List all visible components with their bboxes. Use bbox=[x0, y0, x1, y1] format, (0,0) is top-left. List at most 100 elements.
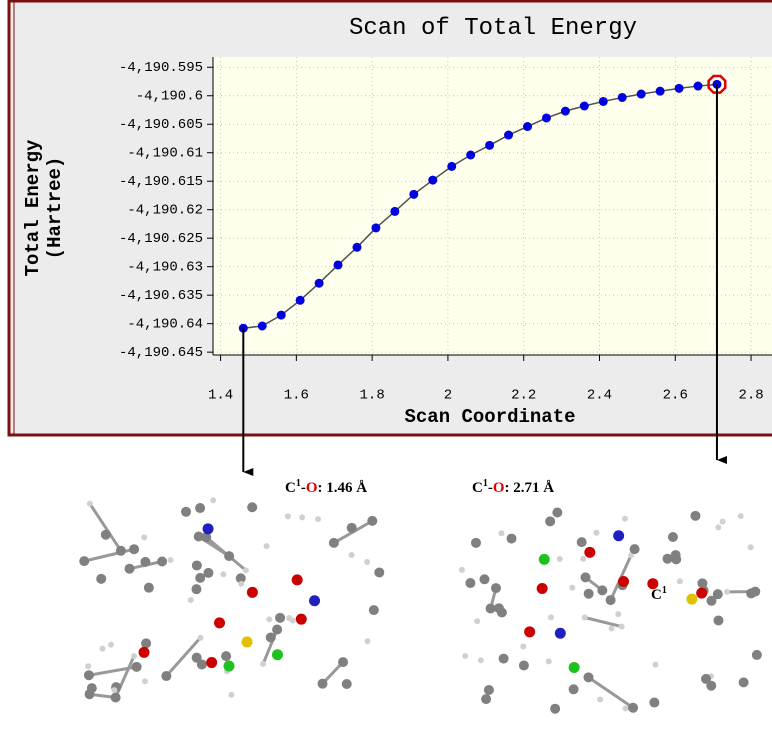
atom bbox=[129, 544, 140, 555]
atom bbox=[141, 638, 152, 649]
chart-title: Scan of Total Energy bbox=[349, 15, 637, 42]
atom bbox=[629, 544, 640, 555]
atom bbox=[193, 531, 204, 542]
atom bbox=[241, 636, 253, 648]
atom bbox=[223, 660, 235, 672]
atom bbox=[615, 611, 622, 618]
data-point bbox=[409, 189, 419, 199]
atom bbox=[195, 572, 206, 583]
atom bbox=[628, 702, 639, 713]
atom bbox=[284, 513, 291, 520]
atom bbox=[338, 657, 349, 668]
atom bbox=[364, 638, 371, 645]
x-tick-label: 1.6 bbox=[284, 388, 309, 404]
atom bbox=[111, 687, 118, 694]
atom bbox=[167, 557, 174, 564]
annotation: C1-O: 2.71 Å bbox=[472, 478, 554, 496]
y-tick-label: -4,190.6 bbox=[136, 88, 203, 104]
atom bbox=[474, 618, 481, 625]
data-point bbox=[598, 96, 608, 106]
atom bbox=[220, 571, 227, 578]
data-point bbox=[674, 83, 684, 93]
atom bbox=[584, 546, 596, 558]
atom bbox=[206, 657, 218, 669]
data-point bbox=[522, 122, 532, 132]
dash: - bbox=[301, 480, 306, 496]
y-axis-label: Total Energy (Hartree) bbox=[22, 139, 66, 276]
atom bbox=[238, 580, 245, 587]
atom bbox=[83, 670, 94, 681]
bond bbox=[587, 676, 634, 710]
atom bbox=[197, 634, 204, 641]
atom bbox=[266, 616, 273, 623]
atom bbox=[662, 553, 673, 564]
atom bbox=[483, 684, 494, 695]
y-tick-label: -4,190.61 bbox=[127, 145, 203, 161]
y-tick-label: -4,190.595 bbox=[119, 60, 203, 76]
atom bbox=[697, 578, 708, 589]
atom bbox=[465, 578, 476, 589]
x-tick-label: 1.4 bbox=[208, 388, 233, 404]
atom bbox=[618, 576, 630, 588]
y-tick-label: -4,190.62 bbox=[127, 202, 203, 218]
atom bbox=[295, 613, 307, 625]
atom bbox=[479, 574, 490, 585]
atom bbox=[724, 588, 731, 595]
y-axis-label-line: Total Energy bbox=[22, 139, 44, 276]
atom bbox=[751, 649, 762, 660]
atom bbox=[214, 617, 226, 629]
atom bbox=[490, 583, 501, 594]
atom bbox=[291, 574, 303, 586]
bond-atom: O bbox=[306, 480, 318, 496]
atom bbox=[690, 510, 701, 521]
x-tick-label: 1.8 bbox=[360, 388, 385, 404]
atom bbox=[86, 500, 93, 507]
atom bbox=[143, 582, 154, 593]
atom bbox=[275, 612, 286, 623]
atom bbox=[506, 533, 517, 544]
grid bbox=[213, 57, 772, 355]
x-tick-label: 2.6 bbox=[663, 388, 688, 404]
atom bbox=[597, 585, 608, 596]
atom bbox=[130, 653, 137, 660]
atom bbox=[583, 588, 594, 599]
atom: C bbox=[472, 480, 483, 496]
atom bbox=[652, 661, 659, 668]
atom bbox=[161, 671, 172, 682]
bond bbox=[88, 502, 123, 552]
y-tick-label: -4,190.645 bbox=[119, 345, 203, 361]
atom bbox=[524, 626, 536, 638]
atom bbox=[667, 532, 678, 543]
atom bbox=[228, 691, 235, 698]
atom bbox=[195, 503, 206, 514]
atom bbox=[374, 567, 385, 578]
atom bbox=[580, 572, 591, 583]
atom bbox=[608, 625, 615, 632]
data-point bbox=[579, 101, 589, 111]
data-point bbox=[466, 150, 476, 160]
atom bbox=[247, 502, 258, 513]
atom bbox=[138, 646, 150, 658]
data-point bbox=[295, 295, 305, 305]
superscript: 1 bbox=[483, 478, 488, 489]
atom bbox=[108, 641, 115, 648]
atom bbox=[568, 662, 580, 674]
data-point bbox=[257, 321, 267, 331]
atom bbox=[110, 692, 121, 703]
atom bbox=[737, 513, 744, 520]
atom bbox=[477, 657, 484, 664]
atom bbox=[536, 582, 548, 594]
atom bbox=[157, 556, 168, 567]
atom bbox=[142, 678, 149, 685]
atom bbox=[181, 506, 192, 517]
atom bbox=[317, 678, 328, 689]
data-point bbox=[693, 81, 703, 91]
axes: -4,190.595 -4,190.6 -4,190.605 -4,190.61 -4,… bbox=[119, 57, 772, 404]
atom bbox=[299, 514, 306, 521]
atom bbox=[314, 516, 321, 523]
distance: : 2.71 Å bbox=[505, 480, 555, 496]
atom bbox=[554, 627, 566, 639]
atom bbox=[84, 689, 95, 700]
atom bbox=[196, 659, 207, 670]
atom bbox=[96, 573, 107, 584]
